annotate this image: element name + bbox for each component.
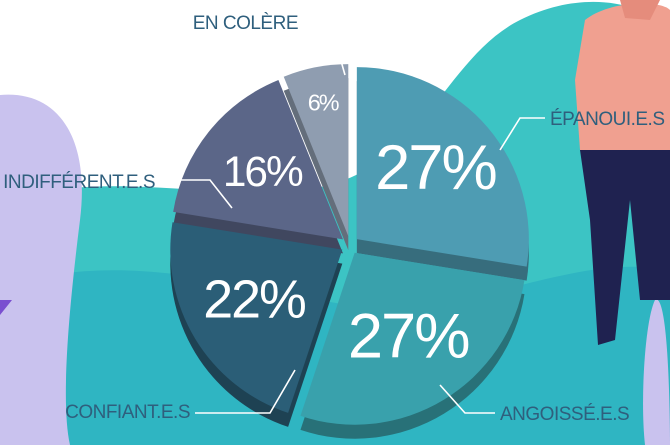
category-label: ÉPANOUI.E.S [550,109,665,130]
value-label: 27% [375,133,496,203]
chart: 27% 27% 22% 16% 6% ÉPANOUI.E.S ANGOISSÉ.E.S CO… [0,0,670,445]
value-label: 16% [223,148,303,195]
category-label: ANGOISSÉ.E.S [500,404,629,425]
value-label: 22% [203,269,305,329]
category-label: CONFIANT.E.S [65,402,190,423]
value-label: 6% [308,90,339,116]
category-label: EN COLÈRE [193,13,298,34]
category-label: INDIFFÉRENT.E.S [3,172,155,193]
value-label: 27% [348,302,469,372]
